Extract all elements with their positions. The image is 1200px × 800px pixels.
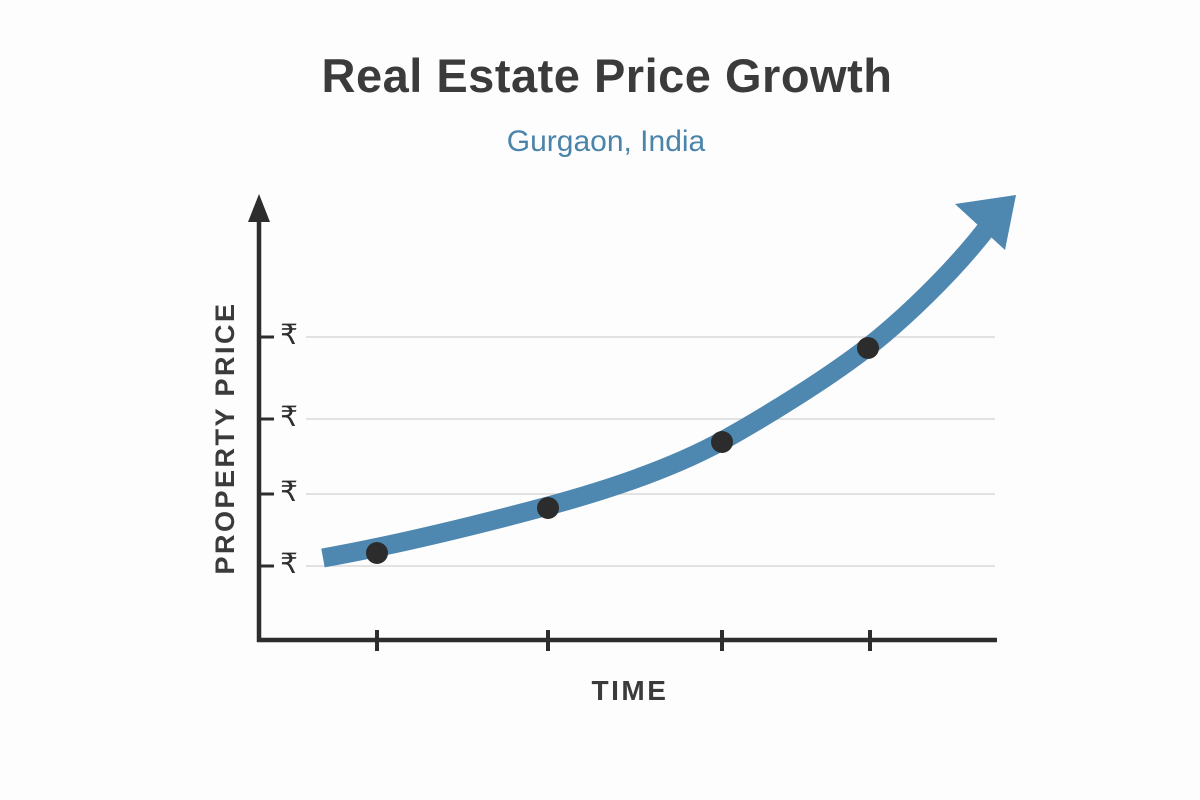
page-title: Real Estate Price Growth bbox=[321, 49, 893, 102]
data-point bbox=[366, 542, 388, 564]
y-tick-label: ₹ bbox=[280, 547, 298, 580]
y-axis-title: PROPERTY PRICE bbox=[210, 301, 240, 574]
y-axis-arrowhead-icon bbox=[248, 194, 270, 222]
x-axis-title: TIME bbox=[592, 675, 669, 706]
chart-subtitle: Gurgaon, India bbox=[506, 125, 706, 158]
y-tick-label: ₹ bbox=[280, 475, 298, 508]
trend-curve bbox=[321, 218, 998, 568]
data-point bbox=[857, 337, 879, 359]
trend-arrowhead-icon bbox=[955, 195, 1016, 250]
data-point bbox=[711, 431, 733, 453]
y-tick-label: ₹ bbox=[280, 318, 298, 351]
data-point bbox=[537, 497, 559, 519]
y-tick-label: ₹ bbox=[280, 400, 298, 433]
